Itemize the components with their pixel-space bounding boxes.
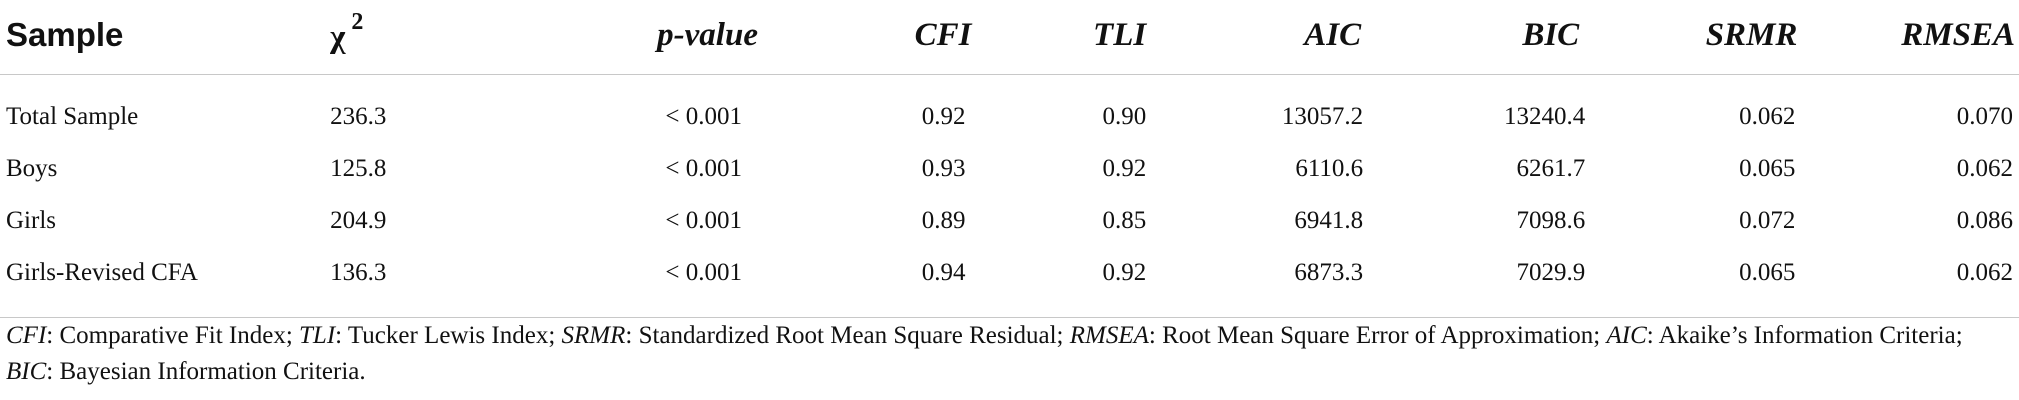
cell-tli: 0.92 xyxy=(977,247,1151,318)
table-body: Total Sample 236.3 < 0.001 0.92 0.90 130… xyxy=(0,75,2019,318)
cell-aic: 6873.3 xyxy=(1150,247,1366,318)
header-p-value: p-value xyxy=(519,0,760,75)
cell-chi-square: 204.9 xyxy=(330,207,387,234)
header-bic: BIC xyxy=(1365,0,1586,75)
footnote-srmr-abbr: SRMR xyxy=(561,322,626,349)
footnote-tli-text: : Tucker Lewis Index; xyxy=(335,322,562,349)
cell-sample: Total Sample xyxy=(6,103,139,130)
cell-chi-square: 136.3 xyxy=(330,247,520,318)
cell-p-value: < 0.001 xyxy=(665,155,742,182)
header-cfi: CFI xyxy=(759,0,978,75)
header-sample: Sample xyxy=(0,0,331,75)
cell-cfi: 0.93 xyxy=(921,155,966,182)
footnote-aic-abbr: AIC xyxy=(1606,322,1647,349)
cell-sample: Girls xyxy=(6,207,56,234)
cell-bic: 7029.9 xyxy=(1365,247,1586,318)
chi-power: 2 xyxy=(351,8,364,35)
footnote-rmsea-abbr: RMSEA xyxy=(1069,322,1149,349)
cell-tli: 0.85 xyxy=(1102,207,1147,234)
cell-srmr: 0.062 xyxy=(1739,103,1796,130)
cell-cfi: 0.92 xyxy=(921,103,966,130)
cell-bic: 13240.4 xyxy=(1503,103,1586,130)
cell-rmsea: 0.070 xyxy=(1956,103,2013,130)
footnote-rmsea-text: : Root Mean Square Error of Approximatio… xyxy=(1148,322,1607,349)
cell-chi-square: 236.3 xyxy=(330,103,387,130)
cell-aic: 6110.6 xyxy=(1295,155,1364,182)
footnote-aic-text: : Akaike’s Information Criteria; xyxy=(1646,322,1963,349)
cell-bic: 7098.6 xyxy=(1516,207,1586,234)
header-srmr: SRMR xyxy=(1585,0,1802,75)
header-rmsea: RMSEA xyxy=(1801,0,2019,75)
cell-cfi: 0.89 xyxy=(921,207,966,234)
table-row: Total Sample 236.3 < 0.001 0.92 0.90 130… xyxy=(0,75,2019,144)
footnote-bic-abbr: BIC xyxy=(6,358,47,385)
table-row: Boys 125.8 < 0.001 0.93 0.92 6110.6 6261… xyxy=(0,143,2019,195)
cell-rmsea: 0.062 xyxy=(1801,247,2019,318)
cell-sample: Girls-Revised CFA xyxy=(0,247,331,318)
cell-sample: Boys xyxy=(6,155,58,182)
cell-rmsea: 0.086 xyxy=(1956,207,2013,234)
footnote-srmr-text: : Standardized Root Mean Square Residual… xyxy=(625,322,1070,349)
header-tli: TLI xyxy=(977,0,1151,75)
table-row: Girls-Revised CFA 136.3 < 0.001 0.94 0.9… xyxy=(0,247,2019,318)
cell-aic: 6941.8 xyxy=(1294,207,1364,234)
table-row: Girls 204.9 < 0.001 0.89 0.85 6941.8 709… xyxy=(0,195,2019,247)
cell-tli: 0.90 xyxy=(1102,103,1147,130)
cell-srmr: 0.065 xyxy=(1739,155,1796,182)
cell-srmr: 0.065 xyxy=(1585,247,1802,318)
cell-bic: 6261.7 xyxy=(1516,155,1586,182)
cell-chi-square: 125.8 xyxy=(330,155,387,182)
footnote-cfi-abbr: CFI xyxy=(6,322,47,349)
footnote-bic-text: : Bayesian Information Criteria. xyxy=(46,358,366,385)
cell-srmr: 0.072 xyxy=(1739,207,1796,234)
header-aic: AIC xyxy=(1150,0,1366,75)
cell-aic: 13057.2 xyxy=(1281,103,1364,130)
cell-p-value: < 0.001 xyxy=(665,207,742,234)
cell-p-value: < 0.001 xyxy=(665,103,742,130)
footnote-cfi-text: : Comparative Fit Index; xyxy=(46,322,300,349)
cell-rmsea: 0.062 xyxy=(1956,155,2013,182)
footnote-tli-abbr: TLI xyxy=(299,322,336,349)
table-footnote: CFI: Comparative Fit Index; TLI: Tucker … xyxy=(6,318,2011,390)
chi-symbol: χ xyxy=(330,18,346,55)
cell-p-value: < 0.001 xyxy=(519,247,760,318)
cell-tli: 0.92 xyxy=(1102,155,1147,182)
cell-cfi: 0.94 xyxy=(759,247,978,318)
